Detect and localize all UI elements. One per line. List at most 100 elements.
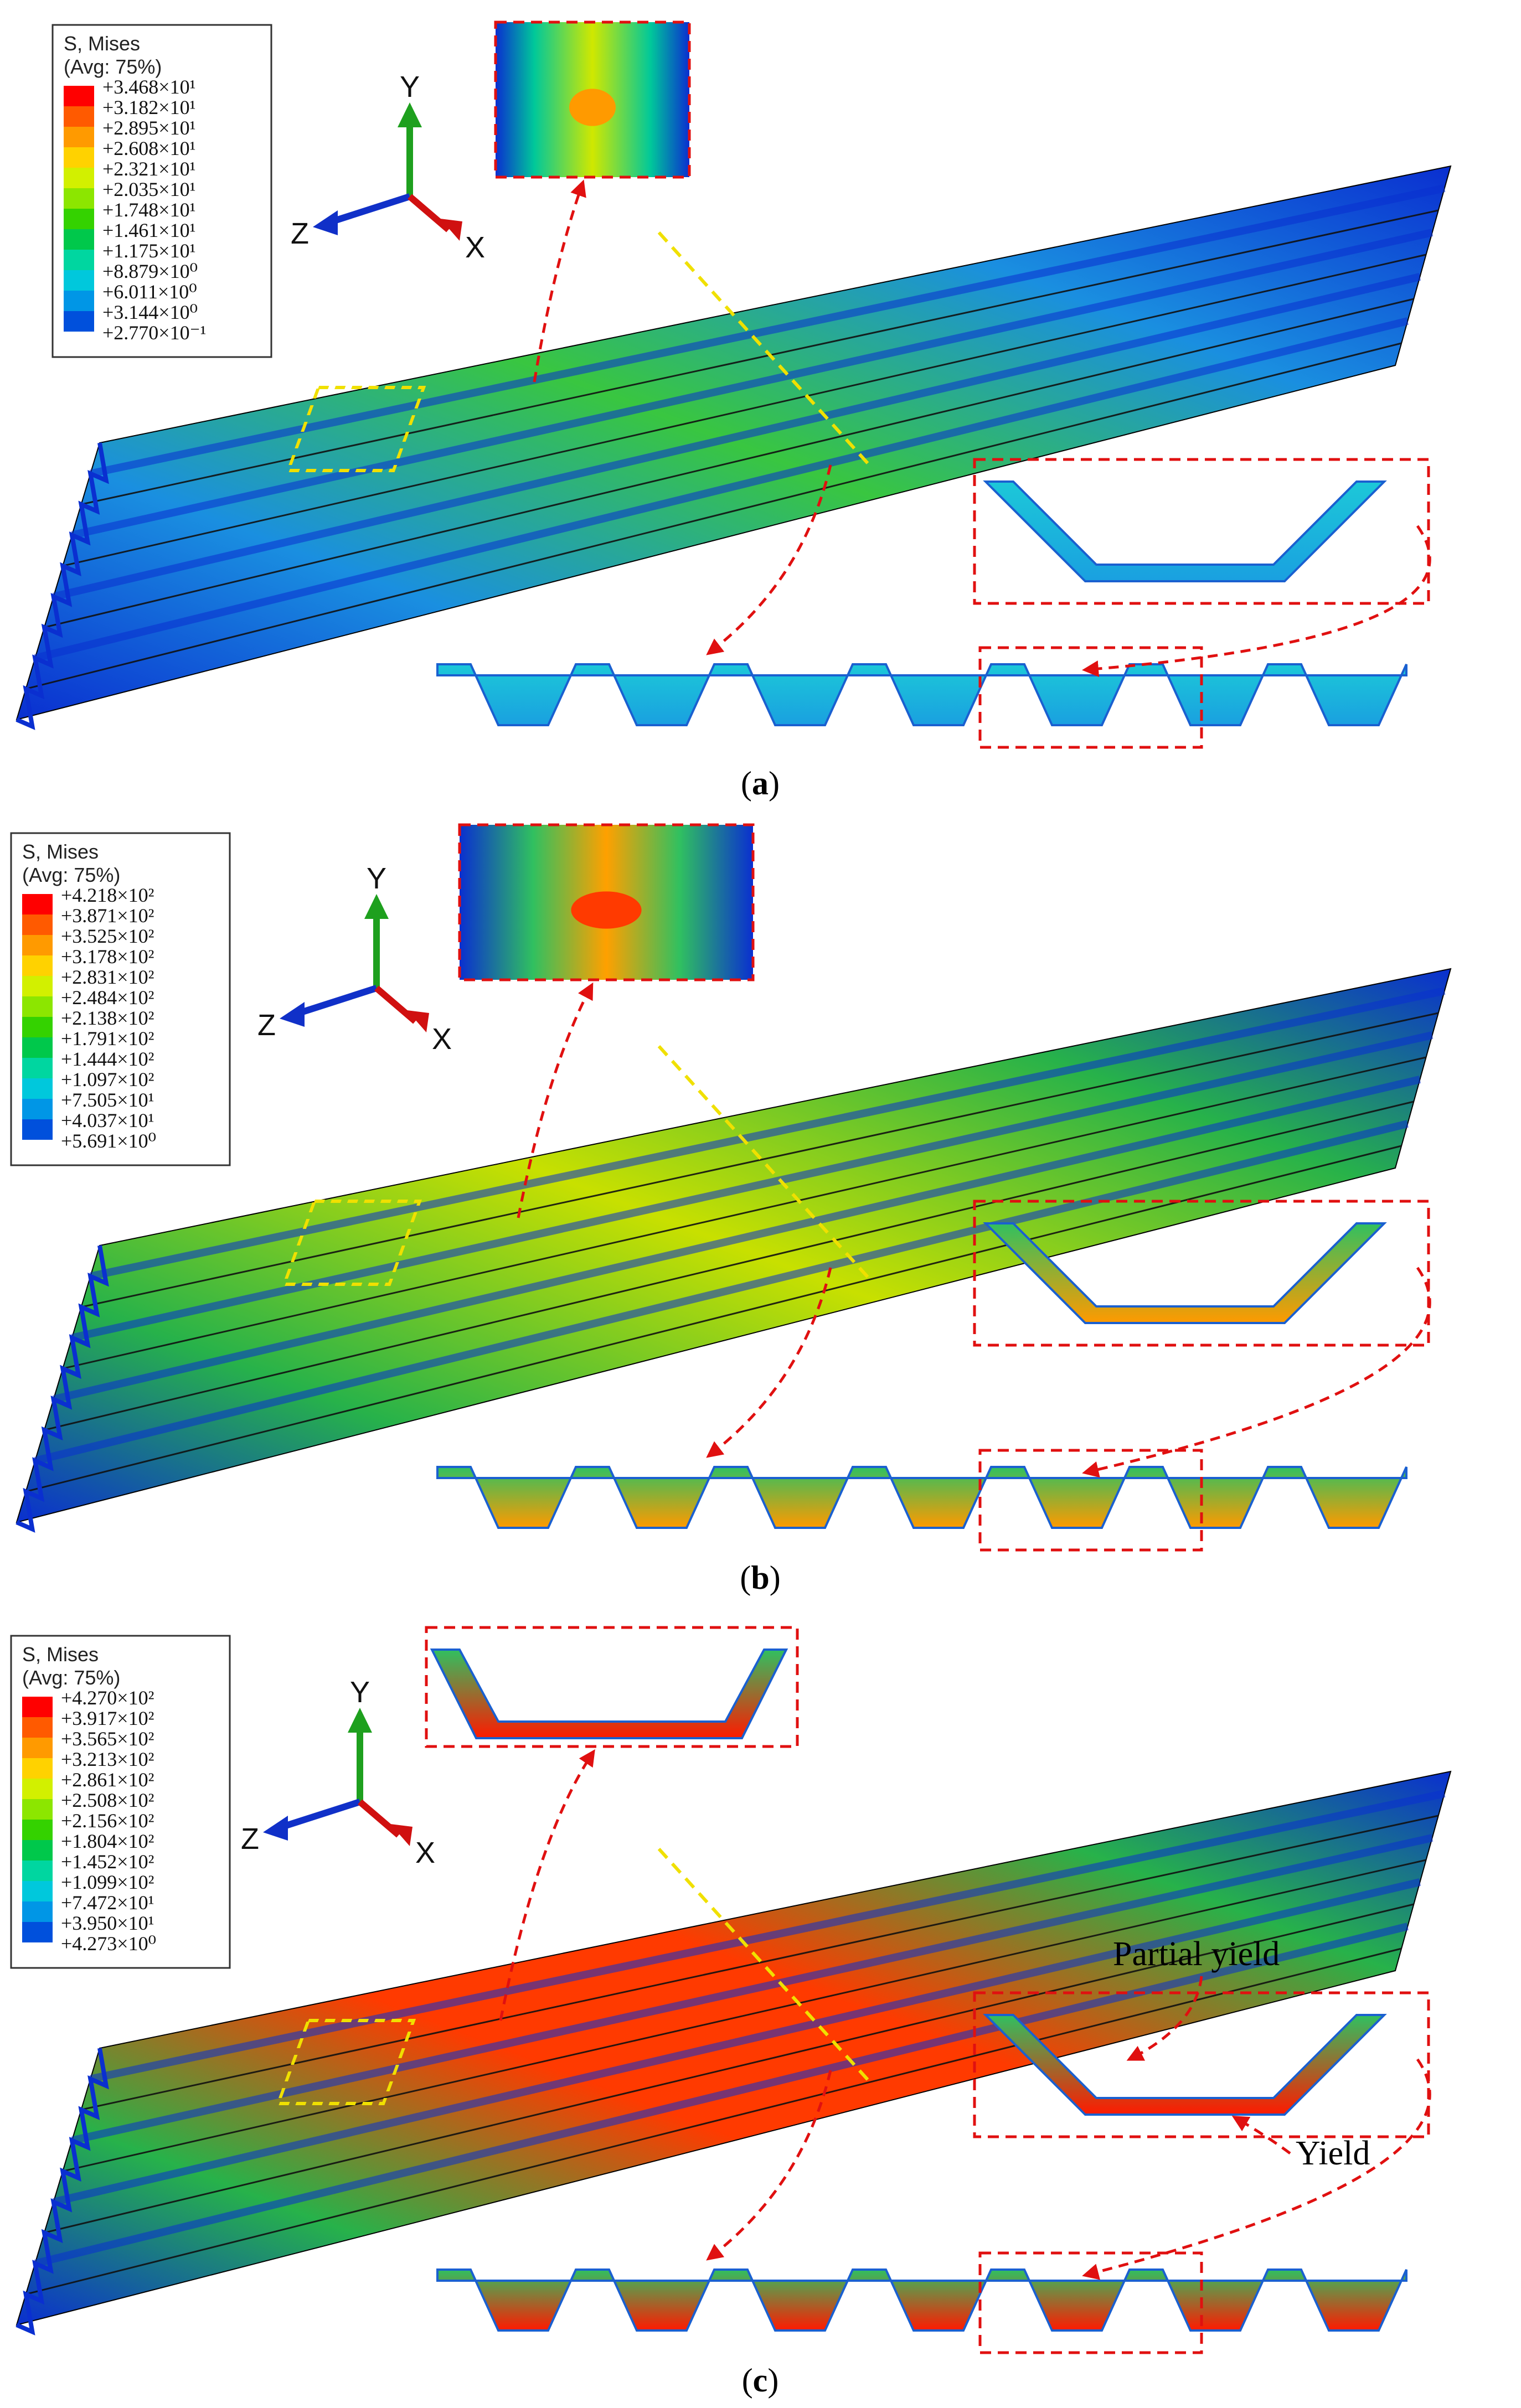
legend-value: +3.525×10² [61, 925, 154, 947]
legend-swatch [22, 1901, 53, 1922]
axis-y-label: Y [350, 1676, 370, 1709]
deck-front-edge [16, 1245, 109, 1533]
legend-swatch [22, 935, 53, 955]
legend-subtitle: (Avg: 75%) [22, 864, 120, 886]
rib-line [71, 1834, 1434, 2145]
legend-swatch [64, 188, 94, 209]
deck-sheet [16, 1770, 1452, 2335]
rib-line [62, 1859, 1426, 2172]
zoom-inset [494, 20, 691, 383]
legend-value: +2.831×10² [61, 966, 154, 988]
axis-z-head [263, 1816, 288, 1841]
rib-line [44, 298, 1414, 628]
panel-a: S, Mises(Avg: 75%)+3.468×10¹+3.182×10¹+2… [16, 20, 1452, 802]
axis-x-arrow [374, 985, 417, 1024]
rib-line [25, 1145, 1402, 1492]
yield-label: Yield [1296, 2135, 1370, 2172]
detail-callout-arrow [1082, 1267, 1431, 1478]
yellow-section-line [657, 1045, 871, 1280]
legend-swatch [64, 86, 94, 106]
legend-swatch [22, 1758, 53, 1779]
zoom-callout-box [458, 823, 755, 981]
legend-value: +3.565×10² [61, 1728, 154, 1750]
legend-value: +1.444×10² [61, 1048, 154, 1070]
detail-profile [983, 2014, 1387, 2116]
detail-callout-arrow [1082, 2058, 1431, 2280]
axis-z-head [313, 210, 338, 235]
legend-swatch [22, 996, 53, 1017]
axis-y-label: Y [400, 70, 420, 104]
detail-inset [973, 458, 1431, 678]
legend-value: +2.138×10² [61, 1007, 154, 1029]
deck-sheet [16, 165, 1452, 730]
rib-line [81, 1815, 1439, 2111]
rib-line [44, 1903, 1414, 2234]
axis-x-head [390, 1824, 413, 1846]
detail-callout-arrow [1082, 525, 1431, 678]
legend-swatch [64, 106, 94, 127]
legend-swatch [22, 1037, 53, 1058]
legend-value: +1.461×10¹ [102, 219, 195, 241]
zoom-callout-arrow [499, 1749, 595, 2021]
zoom-hotspot [571, 891, 642, 929]
axis-z-arrow [281, 1799, 361, 1830]
legend-value: +2.484×10² [61, 986, 154, 1009]
legend-value: +3.178×10² [61, 945, 154, 968]
yield-arrow [1231, 2115, 1291, 2155]
panel-c: S, Mises(Avg: 75%)+4.270×10²+3.917×10²+3… [10, 1626, 1452, 2399]
yellow-marker-box [276, 2019, 416, 2105]
rib-line [25, 1947, 1402, 2295]
axis-x-label: X [432, 1022, 452, 1056]
axis-z-head [280, 1002, 305, 1027]
axis-x-arrow [358, 1799, 401, 1838]
axis-x-head [440, 219, 462, 241]
legend-swatch [22, 1861, 53, 1881]
panel-b: S, Mises(Avg: 75%)+4.218×10²+3.871×10²+3… [10, 823, 1452, 1596]
rib-line [53, 273, 1421, 601]
axis-triad: Y Z X [257, 862, 452, 1056]
legend-value: +1.791×10² [61, 1027, 154, 1050]
detail-profile [983, 1222, 1387, 1324]
legend-swatch [64, 127, 94, 147]
zoom-callout-box [425, 1626, 799, 1748]
legend-swatch [22, 1078, 53, 1099]
section-profile [436, 1466, 1407, 1529]
legend-value: +2.035×10¹ [102, 178, 195, 200]
rib-line [34, 317, 1409, 662]
axis-z-label: Z [241, 1822, 259, 1856]
panel-caption-letter: c [753, 2362, 768, 2399]
legend-swatch [22, 1779, 53, 1799]
legend-swatch [22, 1922, 53, 1942]
axis-z-label: Z [291, 217, 309, 250]
legend-value: +2.508×10² [61, 1789, 154, 1811]
rib-line [53, 1878, 1421, 2206]
rib-line [62, 254, 1426, 567]
legend-swatch [64, 250, 94, 270]
legend-swatch [22, 1840, 53, 1861]
legend-swatch [22, 1017, 53, 1037]
detail-callout-box [973, 1200, 1430, 1347]
legend-value: +3.213×10² [61, 1748, 154, 1770]
yellow-marker-box [282, 1200, 422, 1286]
rib-line [81, 209, 1439, 505]
legend-value: +1.175×10¹ [102, 240, 195, 262]
rib-line [62, 1056, 1426, 1370]
rib-line [81, 1012, 1439, 1308]
legend-value: +4.218×10² [61, 884, 154, 906]
legend-swatch [64, 147, 94, 168]
legend-swatch [22, 914, 53, 935]
cross-section [436, 2251, 1407, 2354]
legend-swatch [22, 976, 53, 996]
rib-line [89, 184, 1446, 478]
legend-swatch [22, 1820, 53, 1840]
section-profile [436, 2269, 1407, 2332]
panel-caption: (a) [741, 765, 780, 802]
legend-swatch [64, 311, 94, 332]
axis-z-arrow [331, 193, 411, 225]
zoom-hotspot [569, 89, 616, 126]
yellow-section-line [657, 1847, 871, 2083]
legend-value: +7.505×10¹ [61, 1089, 154, 1111]
stress-legend: S, Mises(Avg: 75%)+3.468×10¹+3.182×10¹+2… [51, 24, 272, 358]
section-callout-box [978, 1449, 1203, 1552]
yellow-marker-box [286, 386, 426, 472]
